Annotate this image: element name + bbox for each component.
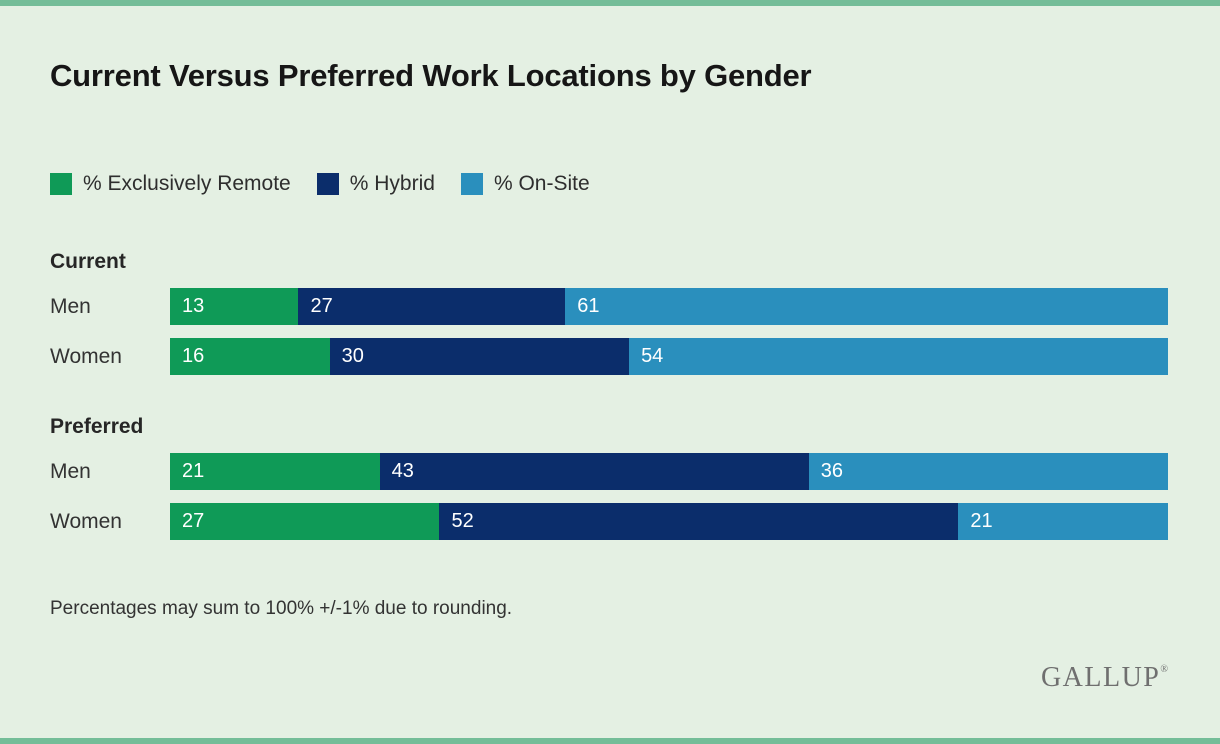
bar-row: Men 21 43 36	[50, 453, 1168, 490]
bar-track: 21 43 36	[170, 453, 1168, 490]
legend-swatch	[460, 173, 483, 195]
row-label: Women	[50, 509, 122, 533]
legend-label: % Exclusively Remote	[83, 172, 291, 195]
bottom-accent-bar	[0, 738, 1220, 744]
gallup-logo: GALLUP®	[1041, 662, 1168, 694]
row-label: Men	[50, 294, 91, 318]
bar-value: 61	[577, 295, 600, 317]
bar-segment: 30	[329, 338, 630, 375]
bar-segment: 36	[808, 453, 1168, 490]
bar-segment: 13	[170, 288, 299, 325]
legend-item: % Hybrid	[316, 172, 435, 196]
bar-row: Women 16 30 54	[50, 338, 1168, 375]
bar-segment: 43	[379, 453, 809, 490]
chart-title: Current Versus Preferred Work Locations …	[50, 58, 812, 93]
legend-swatch	[50, 173, 72, 195]
bar-segment: 27	[170, 503, 440, 540]
bar-segment: 16	[170, 338, 330, 375]
group-label: Preferred	[50, 415, 144, 438]
bar-segment: 52	[439, 503, 959, 540]
bar-value: 16	[182, 345, 205, 367]
legend-label: % On-Site	[493, 172, 590, 195]
bar-segment: 54	[629, 338, 1168, 375]
bar-segment: 27	[298, 288, 566, 325]
bar-value: 43	[391, 460, 414, 482]
bar-value: 36	[820, 460, 843, 482]
gallup-wordmark: GALLUP	[1040, 662, 1161, 693]
bar-value: 30	[341, 345, 364, 367]
footnote: Percentages may sum to 100% +/-1% due to…	[50, 598, 513, 619]
stacked-bar-chart: Current Men 13 27 61 Women 16 30 54 Preferred Men 2…	[50, 250, 1168, 553]
bar-value: 21	[182, 460, 205, 482]
bar-segment: 21	[958, 503, 1168, 540]
bar-segment: 21	[170, 453, 380, 490]
bar-segment: 61	[565, 288, 1168, 325]
legend-swatch	[316, 173, 339, 195]
bar-row: Men 13 27 61	[50, 288, 1168, 325]
bar-value: 13	[182, 295, 205, 317]
legend-label: % Hybrid	[349, 172, 435, 195]
legend-item: % Exclusively Remote	[50, 172, 291, 196]
group-label: Current	[50, 250, 126, 273]
bar-row: Women 27 52 21	[50, 503, 1168, 540]
bar-track: 27 52 21	[170, 503, 1168, 540]
legend-item: % On-Site	[460, 172, 590, 196]
top-accent-bar	[0, 0, 1220, 6]
bar-value: 21	[970, 510, 993, 532]
bar-value: 54	[641, 345, 664, 367]
bar-track: 16 30 54	[170, 338, 1168, 375]
registered-mark: ®	[1160, 664, 1168, 675]
bar-value: 52	[451, 510, 474, 532]
row-label: Men	[50, 459, 91, 483]
row-label: Women	[50, 344, 122, 368]
bar-value: 27	[310, 295, 333, 317]
bar-value: 27	[182, 510, 205, 532]
bar-track: 13 27 61	[170, 288, 1168, 325]
legend: % Exclusively Remote % Hybrid % On-Site	[50, 172, 616, 196]
